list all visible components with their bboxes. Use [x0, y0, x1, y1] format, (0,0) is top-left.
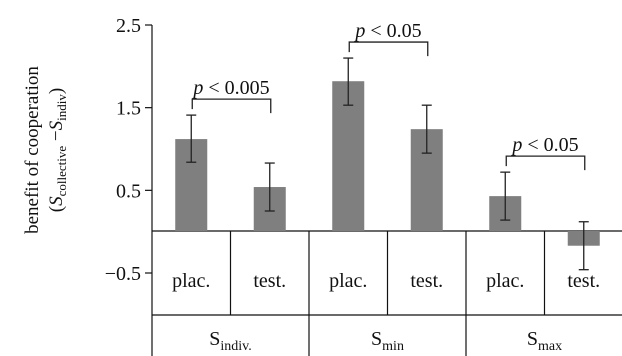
bar	[332, 81, 365, 231]
significance-label: p < 0.05	[510, 134, 578, 156]
significance-bracket	[348, 41, 429, 57]
significance-p: p	[510, 134, 522, 156]
category-label: test.	[253, 270, 286, 292]
significance-p: p	[353, 20, 365, 42]
category-label: test.	[567, 270, 600, 292]
category-label: plac.	[172, 270, 210, 292]
category-label: plac.	[486, 270, 524, 292]
significance-bracket	[505, 155, 586, 171]
category-label: test.	[410, 270, 443, 292]
y-axis-label-line2: (Scollective −Sindiv)	[46, 88, 69, 212]
y-axis-label-minus: −	[46, 130, 67, 145]
significance-threshold: < 0.005	[203, 77, 269, 99]
y-tick-label: 2.5	[116, 15, 141, 37]
group-label: Sindiv.	[209, 328, 252, 354]
significance-threshold: < 0.05	[522, 134, 578, 156]
group-label: Smin	[371, 328, 404, 354]
y-axis-label-s2: S	[46, 120, 67, 130]
y-axis-label-sub1: collective	[54, 146, 69, 197]
category-label: plac.	[329, 270, 367, 292]
significance-bracket	[191, 98, 272, 114]
y-axis-label-close-paren: )	[46, 88, 67, 94]
y-axis-label-sub2: indiv	[54, 94, 69, 121]
group-label-base: S	[371, 328, 382, 350]
bars: plac. test. plac. test. plac. test.	[172, 57, 600, 292]
group-label: Smax	[527, 328, 562, 354]
y-axis-label-open-paren: (	[46, 206, 67, 212]
y-tick-label: 1.5	[116, 98, 141, 120]
significance-p: p	[191, 77, 203, 99]
significance-threshold: < 0.05	[365, 20, 421, 42]
y-axis-label: benefit of cooperation (Scollective −Sin…	[22, 66, 69, 234]
y-axis-label-s1: S	[46, 196, 67, 206]
group-label-base: S	[209, 328, 220, 350]
group-label-subscript: min	[382, 339, 404, 354]
y-tick-label: 0.5	[116, 180, 141, 202]
group-label-subscript: indiv.	[220, 339, 251, 354]
significance-label: p < 0.05	[353, 20, 421, 42]
group-label-subscript: max	[538, 339, 562, 354]
group-label-base: S	[527, 328, 538, 350]
y-tick-label: −0.5	[105, 263, 141, 285]
significance-label: p < 0.005	[191, 77, 269, 99]
y-axis-label-line1: benefit of cooperation	[22, 66, 43, 234]
